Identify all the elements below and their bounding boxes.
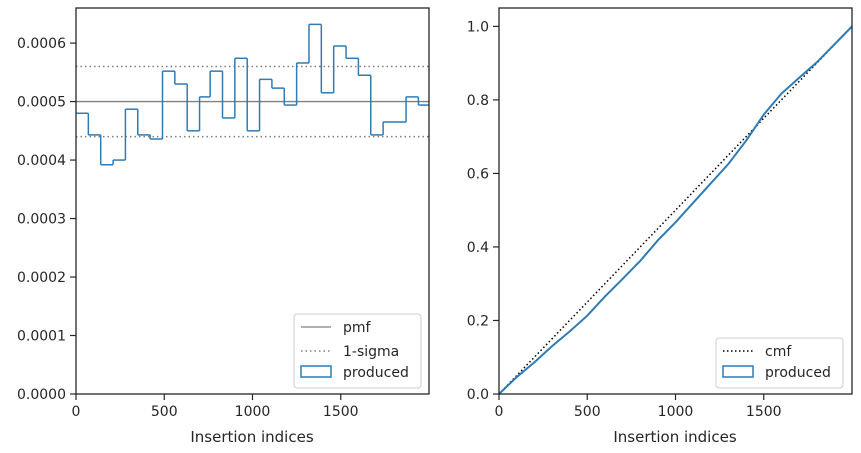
plot-frame-right bbox=[498, 7, 853, 395]
histogram-panel: 0 500 1000 1500 0.00000.00010.00020.00030.0… bbox=[17, 7, 430, 446]
y-tick-label: 0.0001 bbox=[17, 329, 66, 345]
legend-box-left bbox=[293, 313, 422, 389]
y-tick-label: 0.0003 bbox=[17, 212, 66, 228]
y-tick-label: 0.0 bbox=[467, 387, 489, 403]
x-axis-ticks-right: 0 500 1000 1500 bbox=[495, 394, 782, 420]
cmf-line bbox=[498, 25, 853, 395]
legend-produced-label-left: produced bbox=[343, 365, 409, 381]
y-tick-label: 0.0002 bbox=[17, 270, 66, 286]
x-tick-label: 1000 bbox=[658, 404, 694, 420]
produced-cumulative-line bbox=[498, 25, 853, 395]
y-tick-label: 0.0004 bbox=[17, 153, 66, 169]
legend-right: cmf produced bbox=[715, 337, 844, 389]
y-axis-ticks-right: 0.0 0.2 0.4 0.6 0.8 1.0 bbox=[467, 19, 499, 403]
x-tick-label: 1500 bbox=[323, 404, 359, 420]
x-tick-label: 1500 bbox=[746, 404, 782, 420]
x-tick-label: 500 bbox=[574, 404, 601, 420]
y-tick-label: 0.0005 bbox=[17, 95, 66, 111]
legend-pmf-label: pmf bbox=[343, 320, 372, 336]
x-tick-label: 0 bbox=[495, 404, 504, 420]
x-axis-ticks-left: 0 500 1000 1500 bbox=[72, 394, 359, 420]
cumulative-panel: 0 500 1000 1500 0.0 0.2 0.4 0.6 0.8 1.0 Insertio… bbox=[467, 7, 853, 446]
y-axis-ticks-left: 0.0000 0.0001 0.0002 0.0003 0.0004 0.0005 0.00… bbox=[17, 36, 76, 403]
y-tick-label: 0.4 bbox=[467, 240, 489, 256]
legend-left: pmf 1-sigma produced bbox=[293, 313, 422, 389]
y-tick-label: 0.2 bbox=[467, 313, 489, 329]
x-axis-title-right: Insertion indices bbox=[613, 428, 736, 446]
legend-sigma-label: 1-sigma bbox=[343, 344, 399, 360]
y-tick-label: 0.8 bbox=[467, 93, 489, 109]
y-tick-label: 0.6 bbox=[467, 166, 489, 182]
legend-cmf-label: cmf bbox=[765, 344, 792, 360]
x-tick-label: 1000 bbox=[235, 404, 271, 420]
legend-produced-swatch-right bbox=[722, 365, 754, 378]
x-tick-label: 0 bbox=[72, 404, 81, 420]
legend-produced-label-right: produced bbox=[765, 365, 831, 381]
x-tick-label: 500 bbox=[151, 404, 178, 420]
y-tick-label: 1.0 bbox=[467, 19, 489, 35]
histogram-bins bbox=[76, 23, 429, 166]
x-axis-title-left: Insertion indices bbox=[190, 428, 313, 446]
y-tick-label: 0.0006 bbox=[17, 36, 66, 52]
legend-produced-swatch-left bbox=[300, 365, 332, 378]
y-tick-label: 0.0000 bbox=[17, 387, 66, 403]
